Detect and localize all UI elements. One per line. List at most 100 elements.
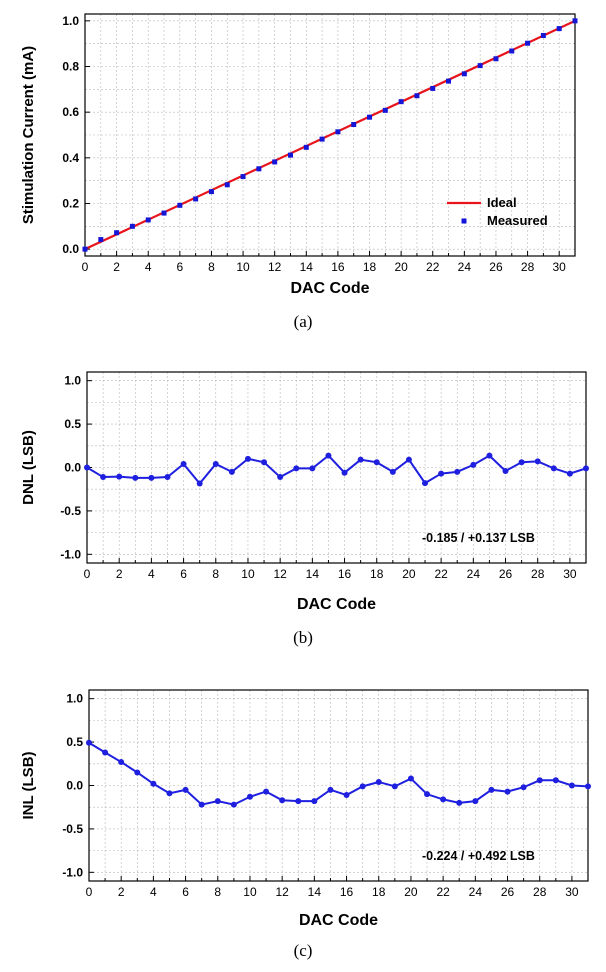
measured-point bbox=[145, 217, 151, 223]
y-axis-label: DNL (LSB) bbox=[20, 430, 37, 505]
x-tick-label: 2 bbox=[113, 260, 120, 274]
data-point bbox=[244, 455, 251, 462]
x-tick-label: 12 bbox=[268, 260, 282, 274]
data-point bbox=[132, 474, 139, 481]
measured-point bbox=[303, 144, 309, 150]
x-tick-label: 10 bbox=[243, 885, 257, 899]
y-tick-label: 0.6 bbox=[62, 105, 79, 119]
series-line-c bbox=[88, 741, 589, 806]
data-point bbox=[150, 780, 157, 787]
data-point bbox=[438, 470, 445, 477]
x-tick-label: 30 bbox=[565, 885, 579, 899]
data-point bbox=[228, 468, 235, 475]
measured-point bbox=[493, 56, 499, 62]
measured-point bbox=[461, 71, 467, 77]
x-tick-label: 2 bbox=[116, 567, 123, 581]
data-point bbox=[327, 786, 334, 793]
x-tick-label: 4 bbox=[150, 885, 157, 899]
figure-caption: (c) bbox=[294, 941, 313, 960]
data-point bbox=[198, 801, 205, 808]
data-point bbox=[311, 798, 318, 805]
measured-point bbox=[272, 159, 278, 165]
x-tick-label: 6 bbox=[176, 260, 183, 274]
x-tick-label: 6 bbox=[180, 567, 187, 581]
measured-point bbox=[430, 85, 436, 91]
data-point bbox=[536, 777, 543, 784]
data-point bbox=[118, 759, 125, 766]
data-point bbox=[359, 783, 366, 790]
y-tick-label: 0.5 bbox=[66, 735, 83, 749]
data-point bbox=[263, 788, 270, 795]
data-point bbox=[486, 452, 493, 459]
x-tick-label: 0 bbox=[82, 260, 89, 274]
plot-frame-a bbox=[84, 13, 576, 257]
y-axis-label: INL (LSB) bbox=[20, 751, 37, 819]
data-point bbox=[502, 467, 509, 474]
x-tick-label: 2 bbox=[118, 885, 125, 899]
x-tick-label: 10 bbox=[241, 567, 255, 581]
y-tick-label: -0.5 bbox=[62, 822, 83, 836]
data-point bbox=[566, 470, 573, 477]
measured-point bbox=[509, 48, 515, 54]
measured-point bbox=[82, 246, 88, 252]
series-line-b bbox=[86, 454, 587, 486]
grid-a bbox=[85, 14, 575, 256]
data-point bbox=[405, 456, 412, 463]
data-point bbox=[246, 793, 253, 800]
legend-measured-label: Measured bbox=[487, 213, 548, 228]
x-tick-label: 24 bbox=[469, 885, 483, 899]
x-tick-label: 16 bbox=[331, 260, 345, 274]
data-point bbox=[343, 792, 350, 799]
data-point bbox=[470, 461, 477, 468]
data-point bbox=[389, 468, 396, 475]
y-tick-label: -1.0 bbox=[62, 865, 83, 879]
y-tick-label: 0.0 bbox=[64, 461, 81, 475]
x-tick-label: 18 bbox=[372, 885, 386, 899]
x-tick-label: 12 bbox=[273, 567, 287, 581]
x-tick-label: 8 bbox=[214, 885, 221, 899]
x-tick-label: 8 bbox=[212, 567, 219, 581]
x-tick-label: 6 bbox=[182, 885, 189, 899]
y-axis-label: Stimulation Current (mA) bbox=[20, 46, 37, 224]
data-point bbox=[341, 469, 348, 476]
measured-point bbox=[540, 32, 546, 38]
x-tick-label: 20 bbox=[404, 885, 418, 899]
data-point bbox=[86, 739, 92, 746]
data-point bbox=[261, 459, 268, 466]
data-point bbox=[230, 801, 237, 808]
measured-point bbox=[287, 152, 293, 158]
x-tick-label: 20 bbox=[402, 567, 416, 581]
y-tick-label: 0.8 bbox=[62, 60, 79, 74]
y-tick-label: 1.0 bbox=[64, 374, 81, 388]
measured-point bbox=[398, 99, 404, 105]
x-axis-label: DAC Code bbox=[297, 596, 376, 613]
ideal-line bbox=[84, 19, 576, 251]
measured-point bbox=[193, 196, 199, 202]
y-tick-label: 0.4 bbox=[62, 151, 79, 165]
x-tick-label: 24 bbox=[458, 260, 472, 274]
data-point bbox=[407, 775, 414, 782]
data-point bbox=[212, 461, 219, 468]
x-tick-label: 18 bbox=[370, 567, 384, 581]
data-point bbox=[375, 779, 382, 786]
measured-point bbox=[367, 114, 373, 120]
data-point bbox=[100, 474, 107, 481]
grid-b bbox=[87, 372, 586, 563]
measured-point bbox=[382, 107, 388, 113]
range-annotation: -0.224 / +0.492 LSB bbox=[422, 849, 535, 863]
data-point bbox=[422, 480, 429, 487]
x-tick-label: 22 bbox=[434, 567, 448, 581]
data-point bbox=[84, 464, 90, 471]
data-point bbox=[277, 474, 284, 481]
measured-point bbox=[177, 202, 183, 208]
measured-point bbox=[240, 174, 246, 180]
measured-point bbox=[414, 93, 420, 99]
measured-point bbox=[114, 230, 120, 236]
x-tick-label: 22 bbox=[426, 260, 440, 274]
data-point bbox=[134, 769, 141, 776]
measured-point bbox=[208, 189, 214, 195]
data-point bbox=[180, 461, 187, 468]
data-point bbox=[391, 783, 398, 790]
data-point bbox=[116, 473, 123, 480]
